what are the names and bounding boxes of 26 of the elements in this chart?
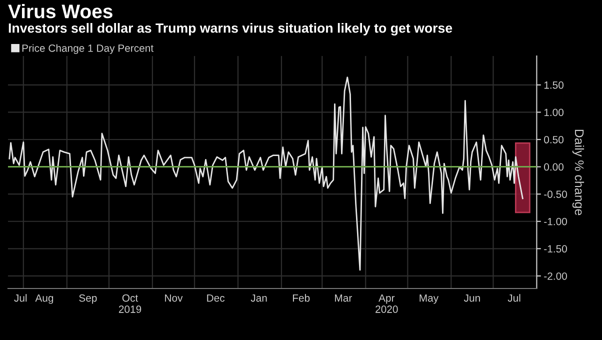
legend-label: Price Change 1 Day Percent: [22, 44, 154, 54]
x-tick-label: Feb: [292, 294, 310, 302]
y-tick-label: -2.00: [544, 272, 567, 280]
x-tick-label: Mar: [335, 294, 352, 302]
x-tick-label: Apr 2020: [376, 294, 398, 313]
x-tick-label: Sep: [79, 294, 97, 304]
x-tick-label: Dec: [207, 294, 225, 302]
x-tick-label: Oct 2019: [118, 294, 142, 313]
line-series: [8, 76, 524, 271]
y-axis-title: Daily % change: [572, 130, 584, 216]
x-tick-label: May: [420, 294, 439, 304]
chart-subtitle: Investors sell dollar as Trump warns virus situation likely to get worse: [8, 23, 452, 36]
y-tick-label: 0.00: [544, 163, 564, 171]
y-tick-label: 1.50: [544, 81, 564, 89]
y-tick-label: 1.00: [544, 108, 564, 116]
x-tick-label: Nov: [165, 294, 183, 302]
y-tick-label: -0.50: [544, 190, 567, 198]
x-tick-label: Jun: [464, 294, 480, 302]
x-tick-label: Aug: [35, 294, 54, 304]
y-tick-label: 0.50: [544, 136, 564, 144]
chart-title: Virus Woes: [8, 4, 112, 18]
x-tick-label: Jan: [250, 294, 267, 302]
y-tick-label: -1.00: [544, 218, 567, 226]
y-tick-label: -1.50: [544, 245, 567, 253]
x-tick-label: Jul: [508, 294, 520, 302]
x-tick-label: Jul: [14, 294, 27, 302]
